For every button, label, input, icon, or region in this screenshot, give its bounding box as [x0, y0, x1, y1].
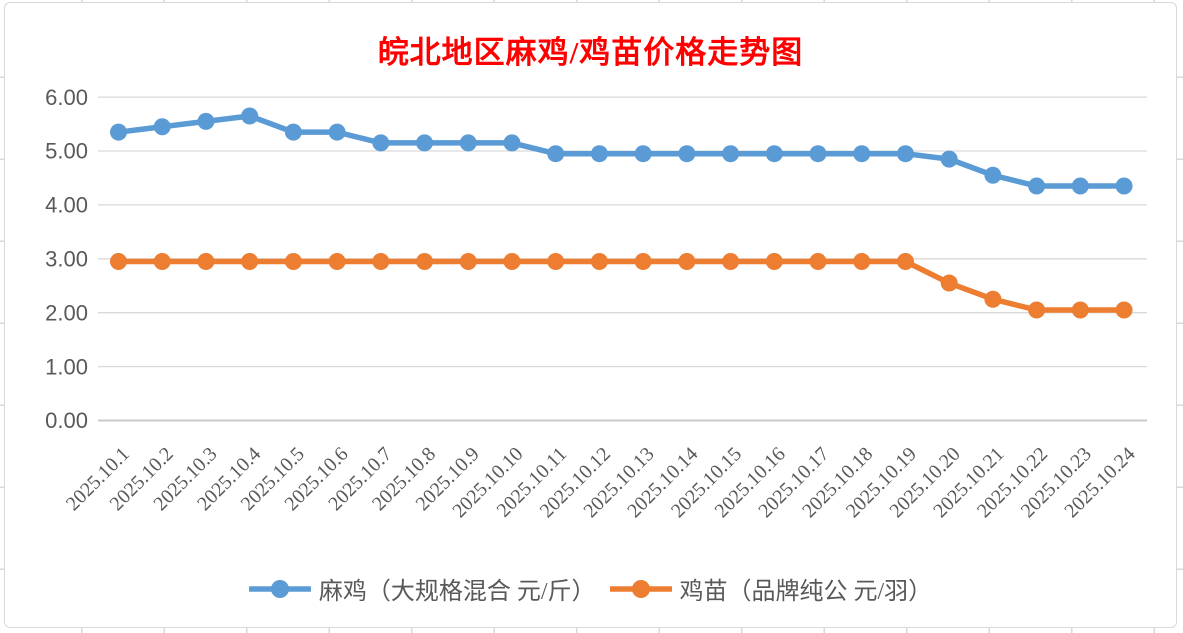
svg-text:2.00: 2.00: [45, 300, 88, 325]
line-marker-icon: [609, 579, 672, 598]
chart-object[interactable]: 皖北地区麻鸡/鸡苗价格走势图 0.00 1.00 2.00 3.00 4.00 5.00 6…: [4, 2, 1177, 628]
svg-text:4.00: 4.00: [45, 193, 88, 218]
plot-area: 0.001.002.003.004.005.006.002025.10.1202…: [45, 85, 1147, 522]
legend-label-chick: 鸡苗（品牌纯公 元/羽）: [679, 579, 933, 605]
chart-title: 皖北地区麻鸡/鸡苗价格走势图: [377, 35, 804, 70]
line-marker-icon: [248, 579, 311, 598]
legend-item-machicken[interactable]: 麻鸡（大规格混合 元/斤）: [248, 571, 596, 606]
svg-text:5.00: 5.00: [45, 139, 88, 164]
legend-label-machicken: 麻鸡（大规格混合 元/斤）: [318, 579, 596, 605]
legend: 麻鸡（大规格混合 元/斤） 鸡苗（品牌纯公 元/羽）: [5, 571, 1176, 606]
svg-text:1.00: 1.00: [45, 354, 88, 379]
svg-text:6.00: 6.00: [45, 85, 88, 110]
legend-item-chick[interactable]: 鸡苗（品牌纯公 元/羽）: [609, 571, 933, 606]
svg-text:0.00: 0.00: [45, 408, 88, 433]
svg-text:3.00: 3.00: [45, 247, 88, 272]
